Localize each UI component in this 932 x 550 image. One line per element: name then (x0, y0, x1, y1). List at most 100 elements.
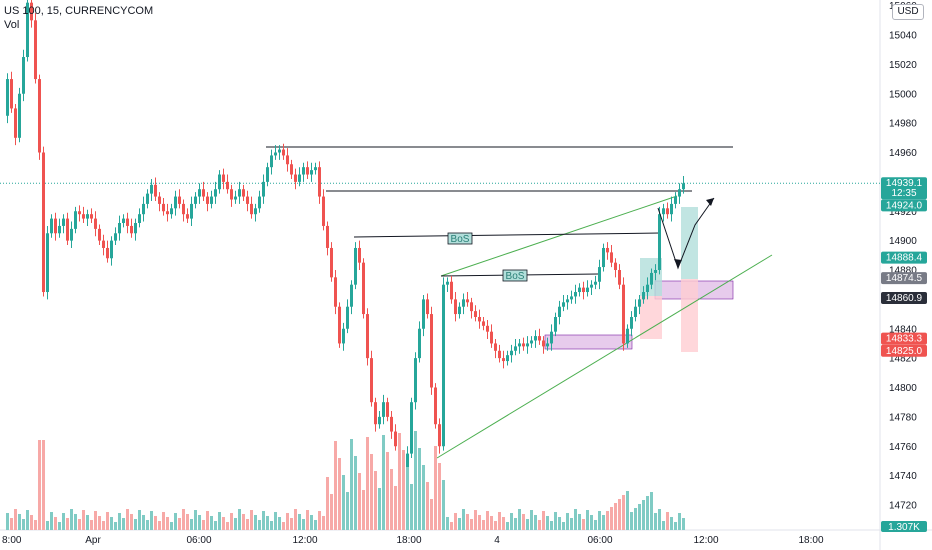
candle-body (182, 203, 185, 215)
y-tick-label: 14840 (889, 324, 917, 335)
candle-body (286, 155, 289, 165)
volume-bar (22, 519, 25, 530)
volume-bar (38, 440, 41, 530)
volume-bar (506, 522, 509, 530)
y-tick-label: 14780 (889, 412, 917, 423)
candle-body (334, 277, 337, 307)
candle-body (434, 387, 437, 425)
volume-bar (398, 433, 401, 530)
volume-bar (578, 514, 581, 530)
volume-bar (126, 509, 129, 530)
candle-body (422, 299, 425, 329)
volume-bar (274, 512, 277, 530)
candle-body (218, 174, 221, 190)
candle-body (202, 189, 205, 197)
volume-bar (546, 516, 549, 530)
candle-body (426, 299, 429, 315)
candle-body (50, 218, 53, 234)
candle-body (338, 306, 341, 344)
candle-body (22, 57, 25, 94)
candle-body (58, 225, 61, 234)
x-tick-label: 18:00 (396, 535, 421, 546)
volume-bar (590, 515, 593, 530)
volume-label: Vol (4, 19, 20, 31)
volume-bar (454, 513, 457, 530)
candle-body (134, 223, 137, 234)
price-tag-countdown: 12:35 (891, 188, 916, 199)
volume-bar (310, 515, 313, 530)
volume-bar (566, 513, 569, 530)
price-tag-label: 14825.0 (886, 346, 923, 357)
volume-bar (386, 452, 389, 530)
candle-body (114, 233, 117, 241)
volume-bar (294, 509, 297, 530)
candle-body (590, 284, 593, 288)
volume-bar (154, 516, 157, 530)
candle-body (522, 343, 525, 347)
candle-body (74, 211, 77, 229)
volume-bar (550, 521, 553, 530)
price-tag (881, 292, 927, 305)
volume-bar (602, 515, 605, 530)
candle-body (150, 184, 153, 194)
volume-bar (682, 518, 685, 530)
x-tick-label: 8:00 (2, 535, 22, 546)
chart-legend: US 100, 15, CURRENCYCOM Vol (4, 4, 153, 32)
candle-body (406, 453, 409, 476)
candle-body (110, 240, 113, 259)
long-position-stop (681, 279, 698, 352)
volume-bar (238, 509, 241, 530)
currency-button[interactable]: USD (892, 4, 924, 20)
price-tag-label: 14860.9 (886, 293, 923, 304)
candle-body (14, 108, 17, 138)
candle-body (54, 218, 57, 234)
candle-body (602, 247, 605, 268)
candle-body (322, 196, 325, 226)
candle-body (386, 402, 389, 417)
volume-bar (434, 446, 437, 530)
volume-bar (394, 486, 397, 530)
volume-bar (306, 510, 309, 530)
volume-bar (518, 509, 521, 530)
candle-body (578, 287, 581, 293)
volume-bar (90, 520, 93, 530)
price-tag-label: 14939.1 (886, 178, 923, 189)
volume-bar (630, 512, 633, 530)
candle-body (370, 358, 373, 403)
candle-body (142, 203, 145, 215)
volume-bar (498, 512, 501, 530)
candle-body (474, 311, 477, 317)
candle-body (170, 208, 173, 215)
volume-bar (302, 519, 305, 530)
volume-bar (286, 513, 289, 530)
long-position-target (681, 207, 698, 279)
volume-bar (674, 522, 677, 530)
candle-body (542, 340, 545, 347)
candle-body (562, 302, 565, 307)
volume-bar (426, 482, 429, 530)
volume-bar (366, 437, 369, 530)
candle-body (350, 284, 353, 307)
volume-bar (222, 517, 225, 530)
volume-bar (254, 515, 257, 530)
volume-bar (358, 473, 361, 530)
candle-body (638, 299, 641, 307)
volume-bar (318, 511, 321, 530)
volume-bar (194, 510, 197, 530)
volume-bar (226, 522, 229, 530)
volume-bar (474, 510, 477, 530)
volume-bar (158, 521, 161, 530)
candle-body (274, 152, 277, 156)
bos-label: BoS (506, 271, 525, 282)
candle-body (378, 416, 381, 425)
volume-bar (270, 521, 273, 530)
volume-bar (298, 514, 301, 530)
candle-body (130, 225, 133, 234)
volume-bar (214, 521, 217, 530)
volume-bar (642, 500, 645, 530)
candle-body (526, 343, 529, 347)
volume-bar (246, 519, 249, 530)
y-tick-label: 14960 (889, 148, 917, 159)
candle-body (554, 317, 557, 332)
